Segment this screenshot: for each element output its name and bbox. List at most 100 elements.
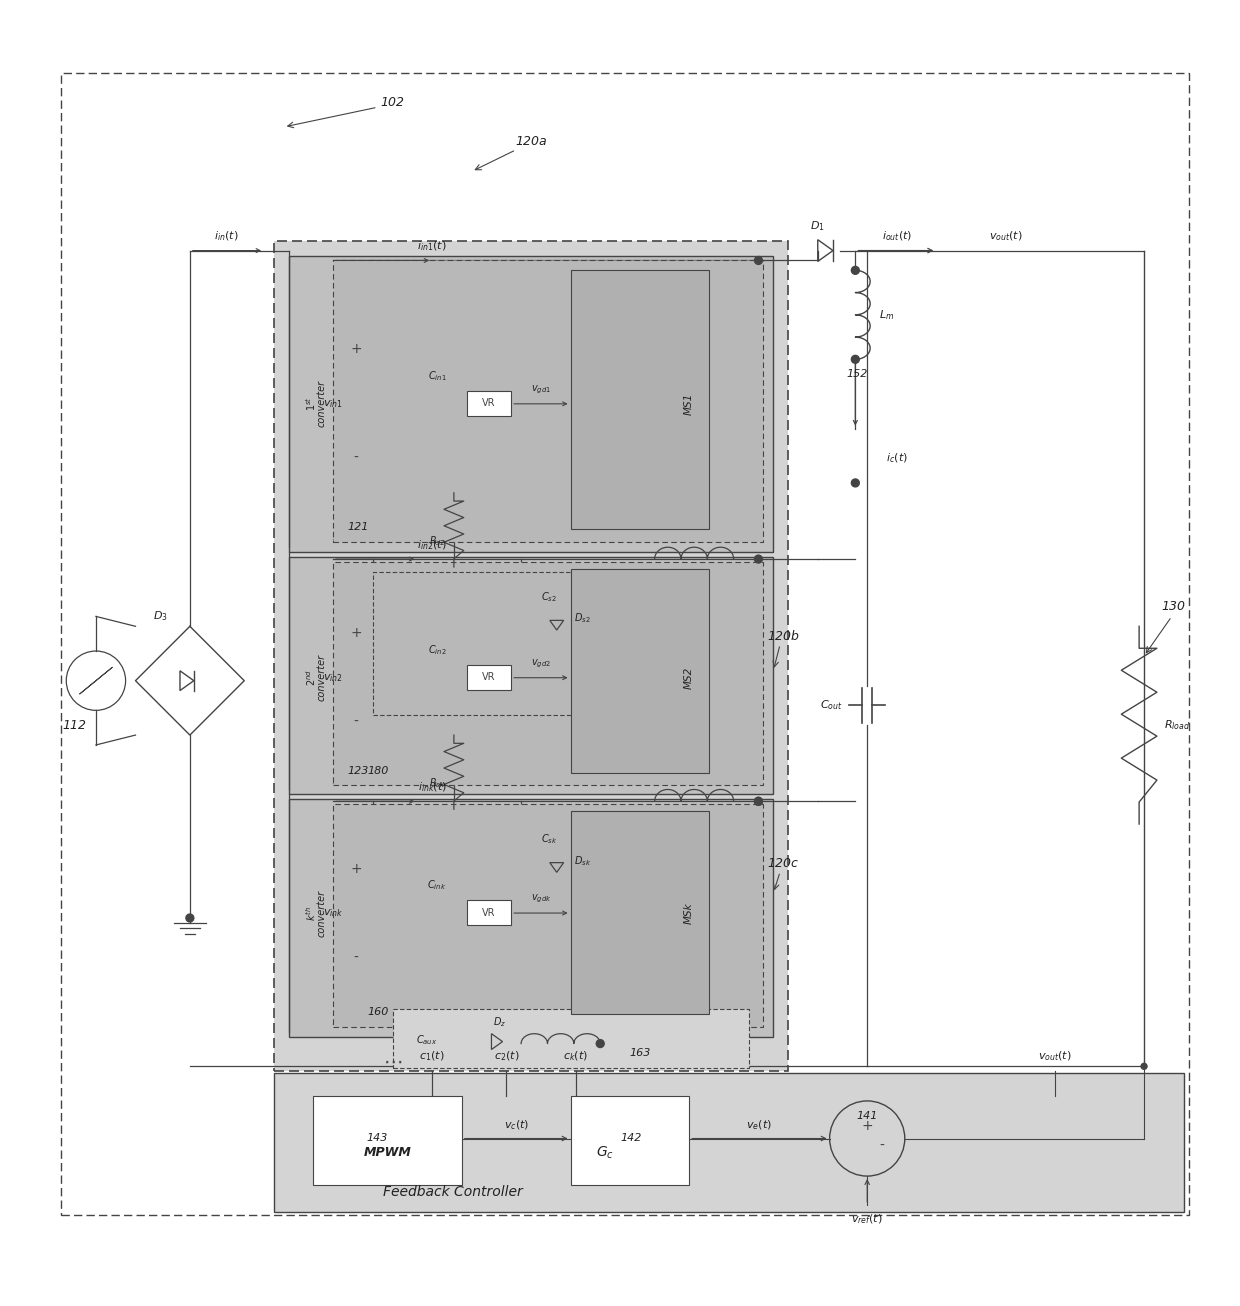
Text: MS1: MS1 <box>684 393 694 415</box>
Text: 152: 152 <box>847 370 868 379</box>
Text: $v_{gd1}$: $v_{gd1}$ <box>531 384 551 396</box>
Text: 163: 163 <box>629 1049 651 1058</box>
Text: $v_c(t)$: $v_c(t)$ <box>503 1119 528 1132</box>
Text: MSk: MSk <box>684 902 694 923</box>
Text: $C_{sk}$: $C_{sk}$ <box>541 832 558 846</box>
Bar <box>314 1096 461 1185</box>
Text: $R_{sk}$: $R_{sk}$ <box>429 777 445 790</box>
Circle shape <box>852 355 859 363</box>
Text: $c_k(t)$: $c_k(t)$ <box>563 1050 588 1063</box>
Bar <box>466 390 511 415</box>
Text: 141: 141 <box>857 1111 878 1121</box>
Text: 121: 121 <box>347 522 368 533</box>
Text: VR: VR <box>482 908 496 918</box>
Circle shape <box>1141 1063 1147 1070</box>
Text: $v_{ref}(t)$: $v_{ref}(t)$ <box>852 1213 883 1226</box>
Circle shape <box>754 798 763 806</box>
Circle shape <box>186 914 193 922</box>
Text: $R_{load}$: $R_{load}$ <box>1164 718 1190 733</box>
Text: $C_{in1}$: $C_{in1}$ <box>428 370 446 383</box>
Bar <box>61 73 1189 1215</box>
Text: $i_{ink}(t)$: $i_{ink}(t)$ <box>418 781 446 794</box>
Text: $\cdots$: $\cdots$ <box>383 1051 402 1071</box>
Bar <box>393 1010 749 1068</box>
Bar <box>466 665 511 690</box>
Circle shape <box>754 256 763 264</box>
Bar <box>289 256 774 552</box>
Bar <box>570 1096 689 1185</box>
Circle shape <box>852 266 859 274</box>
Text: $i_{in}(t)$: $i_{in}(t)$ <box>215 229 239 243</box>
Text: $i_{in2}(t)$: $i_{in2}(t)$ <box>418 538 446 552</box>
Text: $v_e(t)$: $v_e(t)$ <box>745 1119 771 1132</box>
Bar <box>274 1074 1184 1212</box>
Text: converter: converter <box>316 889 326 936</box>
Text: $C_{out}$: $C_{out}$ <box>820 699 842 712</box>
Text: +: + <box>350 342 362 357</box>
Bar <box>570 270 709 529</box>
Text: -: - <box>879 1139 884 1152</box>
Text: MS2: MS2 <box>684 666 694 688</box>
Circle shape <box>754 798 763 806</box>
Text: $i_c(t)$: $i_c(t)$ <box>885 452 908 465</box>
Text: 180: 180 <box>367 765 388 776</box>
Text: $C_{ink}$: $C_{ink}$ <box>428 879 446 892</box>
Text: +: + <box>862 1119 873 1132</box>
Text: $v_{out}(t)$: $v_{out}(t)$ <box>988 229 1023 243</box>
Text: $D_3$: $D_3$ <box>153 610 167 623</box>
Text: -: - <box>353 451 358 465</box>
Text: 120a: 120a <box>515 136 547 149</box>
Text: VR: VR <box>482 398 496 409</box>
Text: 143: 143 <box>366 1132 388 1143</box>
Text: $1^{st}$: $1^{st}$ <box>305 397 319 411</box>
Text: $C_{in2}$: $C_{in2}$ <box>428 643 446 657</box>
Bar <box>334 804 764 1027</box>
Bar <box>570 811 709 1013</box>
Text: $C_{s2}$: $C_{s2}$ <box>541 590 557 603</box>
Circle shape <box>852 479 859 487</box>
Text: $v_{ink}$: $v_{ink}$ <box>322 908 343 919</box>
Bar <box>274 240 789 1071</box>
Text: $v_{gdk}$: $v_{gdk}$ <box>531 893 551 905</box>
Text: $i_{out}(t)$: $i_{out}(t)$ <box>882 229 911 243</box>
Text: -: - <box>353 716 358 729</box>
Text: 142: 142 <box>620 1132 642 1143</box>
Text: $2^{nd}$: $2^{nd}$ <box>305 669 319 686</box>
Circle shape <box>754 555 763 563</box>
Text: $k^{th}$: $k^{th}$ <box>305 905 319 921</box>
Text: $C_{aux}$: $C_{aux}$ <box>415 1033 436 1046</box>
Text: $i_{in1}(t)$: $i_{in1}(t)$ <box>418 240 446 253</box>
Text: 130: 130 <box>1162 599 1185 613</box>
Text: $v_{out}(t)$: $v_{out}(t)$ <box>1038 1050 1071 1063</box>
Text: $D_z$: $D_z$ <box>492 1015 506 1029</box>
Bar <box>289 558 774 794</box>
Text: $D_{sk}$: $D_{sk}$ <box>574 854 590 867</box>
Text: 102: 102 <box>381 95 404 108</box>
Text: converter: converter <box>316 654 326 701</box>
Text: $L_m$: $L_m$ <box>879 308 894 321</box>
Bar <box>466 900 511 925</box>
Text: $G_c$: $G_c$ <box>596 1144 614 1161</box>
Bar <box>289 799 774 1037</box>
Bar <box>334 260 764 542</box>
Text: Feedback Controller: Feedback Controller <box>383 1185 522 1199</box>
Bar <box>373 572 600 716</box>
Text: +: + <box>350 862 362 875</box>
Text: $v_{gd2}$: $v_{gd2}$ <box>531 658 551 670</box>
Text: 112: 112 <box>62 718 87 731</box>
Text: $D_{s2}$: $D_{s2}$ <box>574 611 590 626</box>
Text: converter: converter <box>316 380 326 427</box>
Bar <box>570 569 709 773</box>
Text: -: - <box>353 951 358 965</box>
Text: 120c: 120c <box>768 857 799 870</box>
Text: $D_1$: $D_1$ <box>811 219 825 232</box>
Text: MPWM: MPWM <box>363 1145 412 1158</box>
Circle shape <box>596 1040 604 1047</box>
Text: 160: 160 <box>367 1007 388 1017</box>
Text: 120b: 120b <box>768 629 799 643</box>
Text: $c_2(t)$: $c_2(t)$ <box>494 1050 520 1063</box>
Text: VR: VR <box>482 673 496 682</box>
Text: $v_{in2}$: $v_{in2}$ <box>324 671 343 683</box>
Bar <box>334 562 764 785</box>
Text: $v_{in1}$: $v_{in1}$ <box>324 398 343 410</box>
